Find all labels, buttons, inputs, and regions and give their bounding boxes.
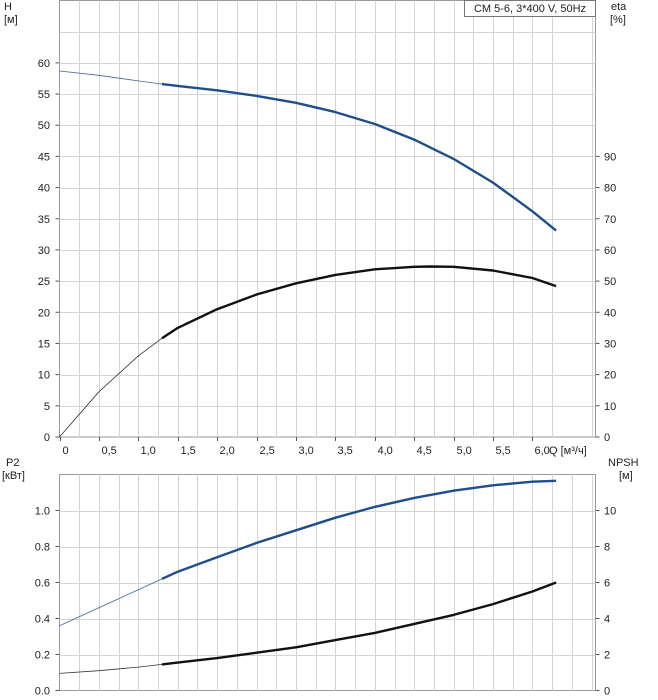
p2-tick-label: 1.0 <box>35 506 50 518</box>
x-tick-label: 2,5 <box>260 445 275 457</box>
top-plot-frame <box>59 0 596 438</box>
right-tick-label: 20 <box>604 370 616 382</box>
bottom-series-1-operating <box>161 581 557 666</box>
x-tick-label: 5,5 <box>496 445 511 457</box>
x-axis-label: Q [м³/ч] <box>549 445 587 457</box>
chart-title-box: CM 5-6, 3*400 V, 50Hz <box>464 0 596 17</box>
right-tick-label: 60 <box>604 245 616 257</box>
x-tick-label: 0,5 <box>102 445 117 457</box>
bottom-series-1-extended <box>59 664 163 674</box>
x-tick-label: 0 <box>63 445 69 457</box>
left-tick-label: 10 <box>38 370 50 382</box>
left-axis-unit: [м] <box>4 14 18 26</box>
npsh-tick-label: 0 <box>604 686 610 698</box>
npsh-axis-unit: [м] <box>619 470 633 482</box>
x-tick-label: 4,5 <box>417 445 432 457</box>
left-tick-label: 5 <box>44 401 50 413</box>
top-series-0-extended <box>59 70 163 85</box>
left-tick-label: 60 <box>38 58 50 70</box>
bottom-right-tick-labels: 0 2 4 6 8 10 <box>595 506 616 698</box>
bottom-series-0-extended <box>59 578 163 627</box>
left-tick-label: 40 <box>38 183 50 195</box>
left-tick-label: 0 <box>44 432 50 444</box>
left-tick-label: 55 <box>38 89 50 101</box>
right-tick-label: 90 <box>604 151 616 163</box>
npsh-tick-label: 10 <box>604 506 616 518</box>
left-tick-label: 25 <box>38 276 50 288</box>
right-axis-unit: [%] <box>610 14 626 26</box>
npsh-tick-label: 6 <box>604 578 610 590</box>
npsh-tick-label: 4 <box>604 614 610 626</box>
p2-tick-label: 0.8 <box>35 542 50 554</box>
p2-tick-label: 0.0 <box>35 686 50 698</box>
top-left-tick-labels: 0 5 10 15 20 25 30 35 40 45 50 55 60 <box>38 58 60 444</box>
right-axis-label: eta <box>611 1 627 13</box>
bottom-left-tick-labels: 0.0 0.2 0.4 0.6 0.8 1.0 <box>35 506 60 698</box>
left-tick-label: 35 <box>38 214 50 226</box>
right-tick-label: 0 <box>604 432 610 444</box>
x-tick-label: 1,0 <box>141 445 156 457</box>
npsh-tick-label: 8 <box>604 542 610 554</box>
p2-axis-unit: [кВт] <box>2 470 25 482</box>
x-tick-label: 4,0 <box>378 445 393 457</box>
p2-axis-label: P2 <box>6 457 19 469</box>
left-tick-label: 20 <box>38 307 50 319</box>
top-series-1-operating <box>161 265 557 340</box>
left-axis-label: H <box>4 1 12 13</box>
right-tick-label: 70 <box>604 214 616 226</box>
left-tick-label: 50 <box>38 120 50 132</box>
head-efficiency-chart: 0 5 10 15 20 25 30 35 40 45 50 55 60 0 10 20 30 40 50 60 70… <box>4 0 627 457</box>
x-tick-label: 6,0 <box>535 445 550 457</box>
bottom-series <box>59 479 557 674</box>
x-tick-label: 1,5 <box>181 445 196 457</box>
right-tick-label: 50 <box>604 276 616 288</box>
npsh-axis-label: NPSH <box>608 457 639 469</box>
power-npsh-chart: 0.0 0.2 0.4 0.6 0.8 1.0 0 2 4 6 8 10 P2 [кВт] NPSH… <box>2 457 639 698</box>
top-right-tick-labels: 0 10 20 30 40 50 60 70 80 90 <box>595 151 616 444</box>
x-tick-label: 5,0 <box>457 445 472 457</box>
right-tick-label: 80 <box>604 183 616 195</box>
bottom-series-0-operating <box>161 479 557 580</box>
chart-title-frame <box>464 0 596 17</box>
bottom-plot-frame <box>59 474 596 691</box>
top-x-tick-labels: 0 0,5 1,0 1,5 2,0 2,5 3,0 3,5 4,0 4,5 5,0 5,5 6,0 <box>60 437 550 457</box>
right-tick-label: 10 <box>604 401 616 413</box>
top-series-0-operating <box>161 82 557 232</box>
x-tick-label: 3,5 <box>338 445 353 457</box>
top-series <box>59 70 557 438</box>
chart-title: CM 5-6, 3*400 V, 50Hz <box>474 3 586 15</box>
x-tick-label: 2,0 <box>220 445 235 457</box>
p2-tick-label: 0.2 <box>35 650 50 662</box>
p2-tick-label: 0.6 <box>35 578 50 590</box>
left-tick-label: 45 <box>38 151 50 163</box>
right-tick-label: 30 <box>604 338 616 350</box>
left-tick-label: 15 <box>38 338 50 350</box>
npsh-tick-label: 2 <box>604 650 610 662</box>
x-tick-label: 3,0 <box>299 445 314 457</box>
left-tick-label: 30 <box>38 245 50 257</box>
top-grid <box>59 0 596 437</box>
p2-tick-label: 0.4 <box>35 614 50 626</box>
bottom-grid <box>59 474 596 691</box>
top-series-1-extended <box>59 337 163 438</box>
right-tick-label: 40 <box>604 307 616 319</box>
